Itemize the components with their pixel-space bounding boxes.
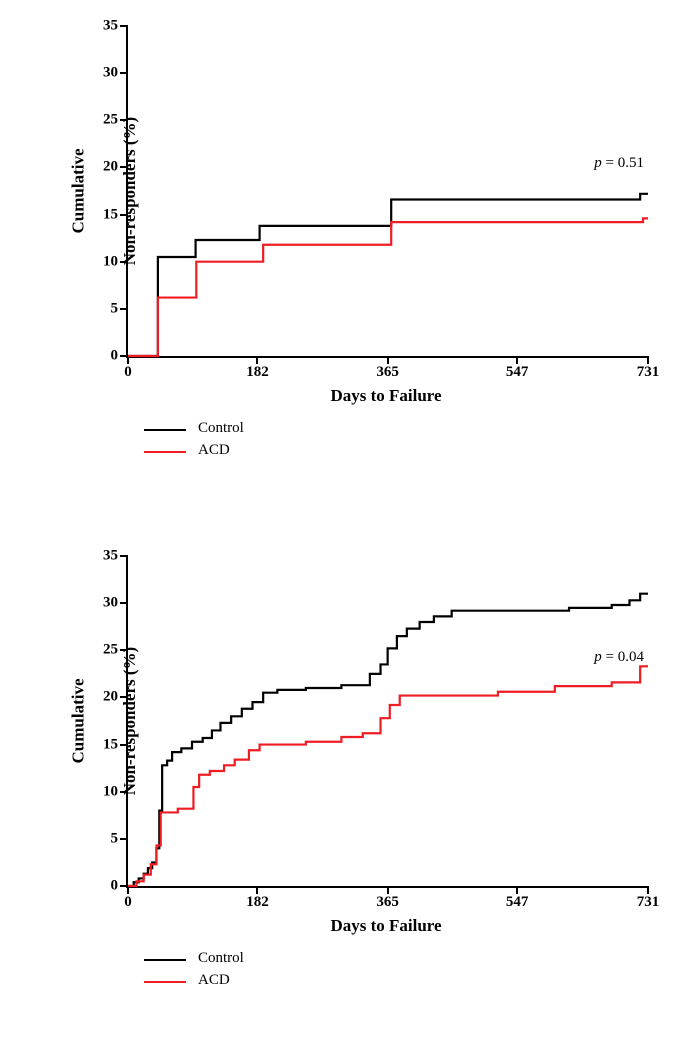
- ytick: [120, 602, 128, 604]
- ytick: [120, 72, 128, 74]
- series-svg: [128, 26, 648, 356]
- p-value-annotation: p = 0.04: [594, 649, 644, 666]
- series-svg: [128, 556, 648, 886]
- plot-area: 051015202530350182365547731p = 0.51: [126, 26, 648, 358]
- ytick: [120, 838, 128, 840]
- chart-panel-bottom: 051015202530350182365547731p = 0.04 Days …: [20, 540, 668, 1040]
- ytick-label: 10: [78, 253, 118, 270]
- xtick: [256, 886, 258, 894]
- series-line-control: [128, 194, 648, 356]
- ytick-label: 10: [78, 783, 118, 800]
- series-line-acd: [128, 666, 648, 886]
- xtick: [387, 886, 389, 894]
- legend-line-icon: [144, 429, 186, 431]
- page: 051015202530350182365547731p = 0.51 Days …: [0, 0, 688, 1063]
- plot-area: 051015202530350182365547731p = 0.04: [126, 556, 648, 888]
- y-axis-label-line2: Non-responders (%): [120, 117, 140, 265]
- legend-label: Control: [198, 950, 244, 967]
- xtick-label: 365: [376, 364, 399, 381]
- xtick-label: 0: [124, 364, 132, 381]
- xtick: [127, 356, 129, 364]
- legend-label: ACD: [198, 442, 230, 459]
- ytick: [120, 25, 128, 27]
- p-value-text: = 0.51: [606, 155, 644, 171]
- y-axis-label-line1: Cumulative: [69, 679, 89, 764]
- legend-line-icon: [144, 981, 186, 983]
- xtick: [647, 886, 649, 894]
- legend: Control ACD: [144, 420, 444, 480]
- ytick-label: 0: [78, 348, 118, 365]
- p-value-annotation: p = 0.51: [594, 155, 644, 172]
- y-axis-label-line1: Cumulative: [69, 149, 89, 234]
- legend-label: ACD: [198, 972, 230, 989]
- legend-label: Control: [198, 420, 244, 437]
- xtick-label: 365: [376, 894, 399, 911]
- xtick: [127, 886, 129, 894]
- ytick-label: 5: [78, 300, 118, 317]
- xtick-label: 731: [637, 894, 660, 911]
- ytick-label: 5: [78, 830, 118, 847]
- p-value-text: = 0.04: [606, 649, 644, 665]
- ytick-label: 30: [78, 65, 118, 82]
- ytick-label: 0: [78, 878, 118, 895]
- xtick: [516, 356, 518, 364]
- xtick: [256, 356, 258, 364]
- ytick-label: 30: [78, 595, 118, 612]
- chart-panel-top: 051015202530350182365547731p = 0.51 Days …: [20, 10, 668, 480]
- legend-line-icon: [144, 959, 186, 961]
- x-axis-label: Days to Failure: [126, 386, 646, 406]
- y-axis-label-line2: Non-responders (%): [120, 647, 140, 795]
- legend: Control ACD: [144, 950, 444, 1010]
- series-line-control: [128, 594, 648, 886]
- legend-line-icon: [144, 451, 186, 453]
- ytick-label: 35: [78, 548, 118, 565]
- ytick: [120, 308, 128, 310]
- xtick-label: 182: [246, 894, 269, 911]
- x-axis-label: Days to Failure: [126, 916, 646, 936]
- xtick-label: 547: [506, 364, 529, 381]
- ytick: [120, 555, 128, 557]
- xtick-label: 182: [246, 364, 269, 381]
- ytick-label: 25: [78, 112, 118, 129]
- xtick-label: 0: [124, 894, 132, 911]
- xtick: [387, 356, 389, 364]
- ytick-label: 25: [78, 642, 118, 659]
- p-italic-char: p: [594, 649, 605, 665]
- xtick-label: 731: [637, 364, 660, 381]
- xtick: [647, 356, 649, 364]
- ytick-label: 35: [78, 18, 118, 35]
- xtick: [516, 886, 518, 894]
- p-italic-char: p: [594, 155, 605, 171]
- xtick-label: 547: [506, 894, 529, 911]
